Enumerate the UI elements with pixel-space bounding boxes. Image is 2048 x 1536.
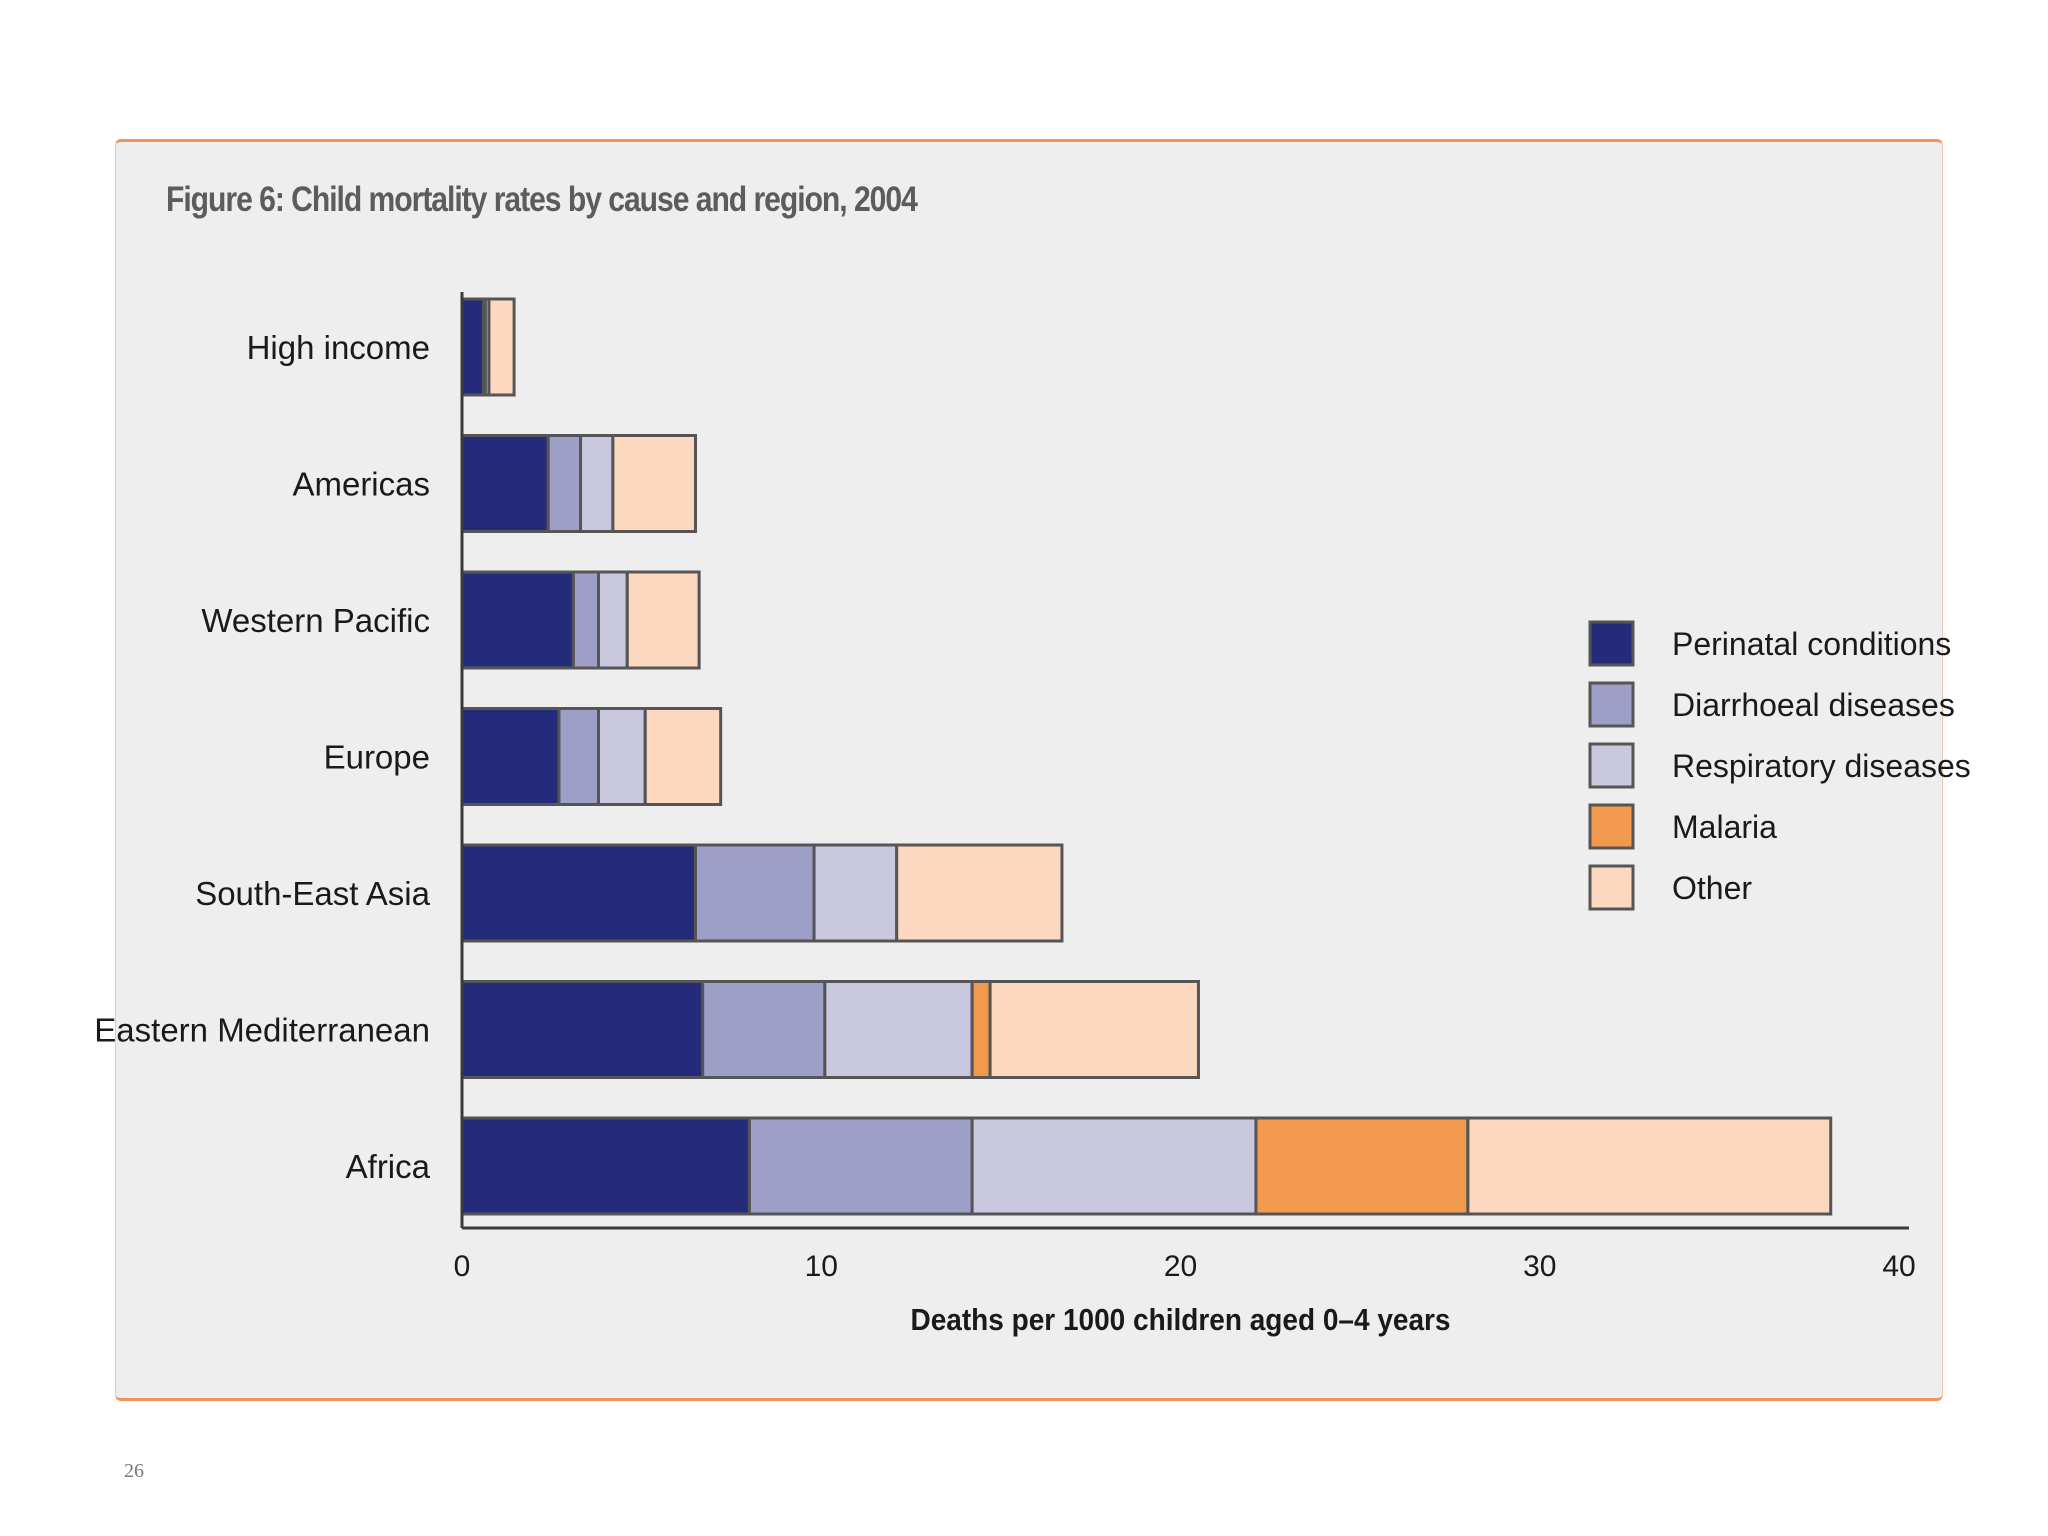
bar-segment	[611, 434, 698, 533]
x-tick-label: 30	[1523, 1250, 1556, 1283]
bar-segment	[460, 980, 705, 1079]
category-label: South-East Asia	[195, 875, 430, 912]
bar-segment	[747, 1116, 974, 1216]
bar-segment	[643, 707, 723, 806]
bar-segment	[988, 980, 1200, 1079]
bar-segment	[597, 570, 629, 670]
x-tick-labels: 0 10 20 30 40	[454, 1250, 1916, 1283]
bar-segment	[487, 297, 516, 397]
bar-segment	[460, 297, 486, 397]
bar-segment	[460, 843, 698, 943]
bar-segment	[1466, 1116, 1833, 1216]
category-label: Eastern Mediterranean	[94, 1012, 430, 1049]
legend-label: Diarrhoeal diseases	[1672, 687, 1955, 723]
x-tick-label: 20	[1164, 1250, 1197, 1283]
legend: Perinatal conditions Diarrhoeal diseases R…	[1588, 620, 1971, 911]
legend-label: Perinatal conditions	[1672, 626, 1951, 662]
category-labels: High income Americas Western Pacific Europe…	[94, 329, 430, 1185]
x-axis-title: Deaths per 1000 children aged 0–4 years	[911, 1302, 1451, 1337]
legend-label: Malaria	[1672, 809, 1777, 845]
category-label: Europe	[324, 739, 430, 776]
category-label: Africa	[346, 1148, 431, 1185]
bar-segment	[694, 843, 816, 943]
bar-segment	[701, 980, 827, 1079]
category-label: Americas	[292, 466, 430, 503]
bar-segment	[460, 1116, 751, 1216]
axes-layer	[460, 292, 1909, 1230]
bar-segment	[460, 434, 550, 533]
page-number: 26	[124, 1460, 144, 1482]
legend-swatch	[1588, 681, 1635, 728]
x-tick-label: 10	[805, 1250, 838, 1283]
bar-segment	[970, 1116, 1258, 1216]
bar-segment	[1254, 1116, 1470, 1216]
bar-segment	[625, 570, 701, 670]
x-tick-label: 40	[1882, 1250, 1915, 1283]
bar-segment	[571, 570, 601, 670]
chart-title: Figure 6: Child mortality rates by cause…	[166, 180, 918, 219]
category-label: Western Pacific	[201, 602, 430, 639]
x-tick-label: 0	[454, 1250, 471, 1283]
legend-swatch	[1588, 864, 1635, 911]
bar-segment	[895, 843, 1064, 943]
bar-segment	[597, 707, 647, 806]
bar-segment	[460, 707, 561, 806]
legend-swatch	[1588, 803, 1635, 850]
legend-label: Respiratory diseases	[1672, 748, 1971, 784]
legend-label: Other	[1672, 870, 1752, 906]
bars-layer	[460, 297, 1833, 1216]
category-label: High income	[247, 329, 430, 366]
legend-swatch	[1588, 742, 1635, 789]
bar-segment	[823, 980, 974, 1079]
bar-segment	[970, 980, 992, 1079]
bar-segment	[546, 434, 583, 533]
bar-segment	[557, 707, 601, 806]
legend-swatch	[1588, 620, 1635, 667]
bar-segment	[812, 843, 899, 943]
bar-segment	[460, 570, 575, 670]
bar-segment	[579, 434, 615, 533]
